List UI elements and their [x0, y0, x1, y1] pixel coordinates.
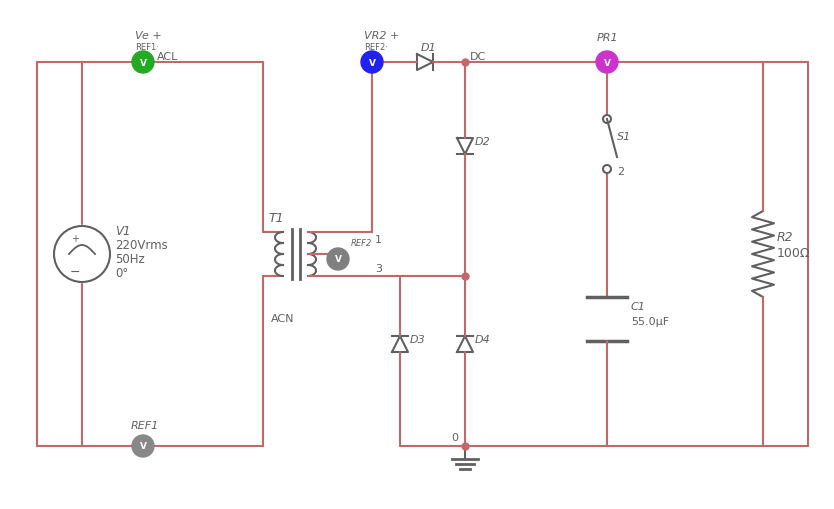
Circle shape — [132, 435, 154, 457]
Text: ACL: ACL — [157, 52, 178, 62]
Text: 0°: 0° — [115, 267, 128, 279]
Text: VR2 +: VR2 + — [364, 31, 399, 41]
Text: ·: · — [336, 249, 339, 259]
Text: REF2·: REF2· — [364, 43, 388, 52]
Circle shape — [596, 52, 618, 74]
Circle shape — [327, 248, 349, 270]
Text: D3: D3 — [410, 334, 425, 344]
Circle shape — [132, 52, 154, 74]
Text: ACN: ACN — [271, 314, 294, 323]
Text: DC: DC — [470, 52, 486, 62]
Text: 100Ω: 100Ω — [777, 246, 811, 260]
Text: REF1: REF1 — [131, 420, 159, 430]
Text: S1: S1 — [617, 132, 631, 142]
Text: T1: T1 — [268, 212, 284, 224]
Text: −: − — [70, 265, 80, 278]
Text: C1: C1 — [631, 301, 646, 312]
Text: D2: D2 — [475, 137, 490, 147]
Text: Ve +: Ve + — [135, 31, 162, 41]
Text: 50Hz: 50Hz — [115, 252, 145, 266]
Circle shape — [361, 52, 383, 74]
Text: +: + — [71, 234, 79, 243]
Text: REF1·: REF1· — [135, 43, 158, 52]
Text: PR1: PR1 — [597, 33, 619, 43]
Text: V: V — [369, 59, 375, 67]
Text: V1: V1 — [115, 224, 130, 238]
Text: D4: D4 — [475, 334, 490, 344]
Text: 55.0μF: 55.0μF — [631, 317, 669, 326]
Text: 0: 0 — [451, 432, 458, 442]
Text: 1: 1 — [375, 235, 382, 244]
Text: V: V — [604, 59, 610, 67]
Text: 220Vrms: 220Vrms — [115, 239, 168, 251]
Text: R2: R2 — [777, 231, 794, 243]
Text: V: V — [139, 59, 147, 67]
Text: 2: 2 — [617, 166, 624, 177]
Text: 3: 3 — [375, 264, 382, 273]
Text: REF2: REF2 — [351, 239, 372, 247]
Text: V: V — [139, 442, 147, 450]
Text: D1: D1 — [421, 43, 437, 53]
Text: V: V — [334, 255, 341, 264]
